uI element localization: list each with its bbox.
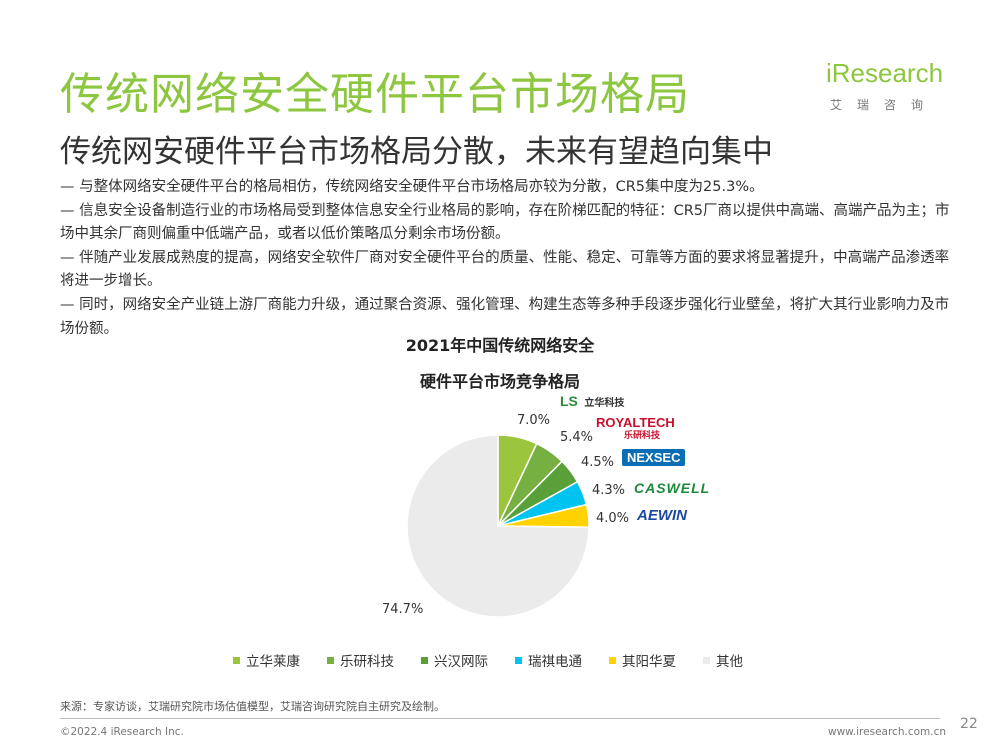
- legend-item: 兴汉网际: [421, 650, 488, 670]
- legend-item: 其他: [703, 650, 743, 670]
- nexsec-logo: NEXSEC: [622, 449, 686, 466]
- aewin-logo: AEWIN: [637, 507, 687, 524]
- source-note: 来源：专家访谈，艾瑞研究院市场估值模型，艾瑞咨询研究院自主研究及绘制。: [60, 700, 445, 713]
- iresearch-logo: iResearch 艾瑞咨询: [826, 54, 956, 116]
- pct-label-other: 74.7%: [382, 602, 424, 617]
- caswell-logo: CASWELL: [634, 480, 711, 496]
- legend-item: 瑞祺电通: [515, 650, 582, 670]
- bullet-item: — 与整体网络安全硬件平台的格局相仿，传统网络安全硬件平台市场格局亦较为分散，C…: [60, 179, 764, 195]
- pct-label-xinghan: 4.5%: [581, 455, 615, 470]
- page-number: 22: [960, 716, 978, 732]
- legend-label: 瑞祺电通: [528, 654, 582, 670]
- legend-swatch: [421, 656, 428, 664]
- logo-sub-text: 艾瑞咨询: [830, 98, 939, 112]
- legend-item: 立华莱康: [233, 650, 300, 670]
- chart-title-line2: 硬件平台市场竞争格局: [419, 372, 580, 391]
- slice-other: [406, 434, 590, 618]
- pct-label-lihua: 7.0%: [517, 413, 551, 428]
- lihua-logo: LS 立华科技: [560, 393, 625, 409]
- footer-divider: [60, 718, 940, 719]
- pct-label-leyan: 5.4%: [560, 430, 594, 445]
- legend-swatch: [609, 656, 616, 664]
- legend-label: 其阳华夏: [622, 654, 676, 670]
- legend-swatch: [703, 656, 710, 664]
- page-title: 传统网络安全硬件平台市场格局: [60, 69, 690, 120]
- chart-legend: 立华莱康 乐研科技 兴汉网际 瑞祺电通 其阳华夏 其他: [233, 650, 793, 670]
- copyright: ©2022.4 iResearch Inc.: [60, 726, 184, 738]
- logo-main-text: iResearch: [826, 58, 944, 88]
- site-url: www.iresearch.com.cn: [828, 726, 947, 738]
- page-subtitle: 传统网安硬件平台市场格局分散，未来有望趋向集中: [60, 134, 773, 170]
- chart-title-line1: 2021年中国传统网络安全: [405, 336, 595, 355]
- royaltech-logo: ROYALTECH 乐研科技: [596, 415, 675, 440]
- legend-label: 立华莱康: [246, 654, 300, 670]
- legend-swatch: [233, 656, 240, 664]
- legend-label: 兴汉网际: [434, 654, 488, 670]
- legend-swatch: [515, 656, 522, 664]
- legend-item: 乐研科技: [327, 650, 394, 670]
- bullet-item: — 伴随产业发展成熟度的提高，网络安全软件厂商对安全硬件平台的质量、性能、稳定、…: [60, 249, 950, 290]
- legend-swatch: [327, 656, 334, 664]
- legend-item: 其阳华夏: [609, 650, 676, 670]
- bullet-item: — 信息安全设备制造行业的市场格局受到整体信息安全行业格局的影响，存在阶梯匹配的…: [60, 202, 950, 243]
- legend-label: 乐研科技: [340, 654, 394, 670]
- pct-label-ruiqi: 4.3%: [592, 483, 626, 498]
- pct-label-qiyang: 4.0%: [596, 511, 630, 526]
- bullet-item: — 同时，网络安全产业链上游厂商能力升级，通过聚合资源、强化管理、构建生态等多种…: [60, 296, 950, 337]
- bullet-list: — 与整体网络安全硬件平台的格局相仿，传统网络安全硬件平台市场格局亦较为分散，C…: [60, 176, 950, 341]
- legend-label: 其他: [716, 654, 743, 670]
